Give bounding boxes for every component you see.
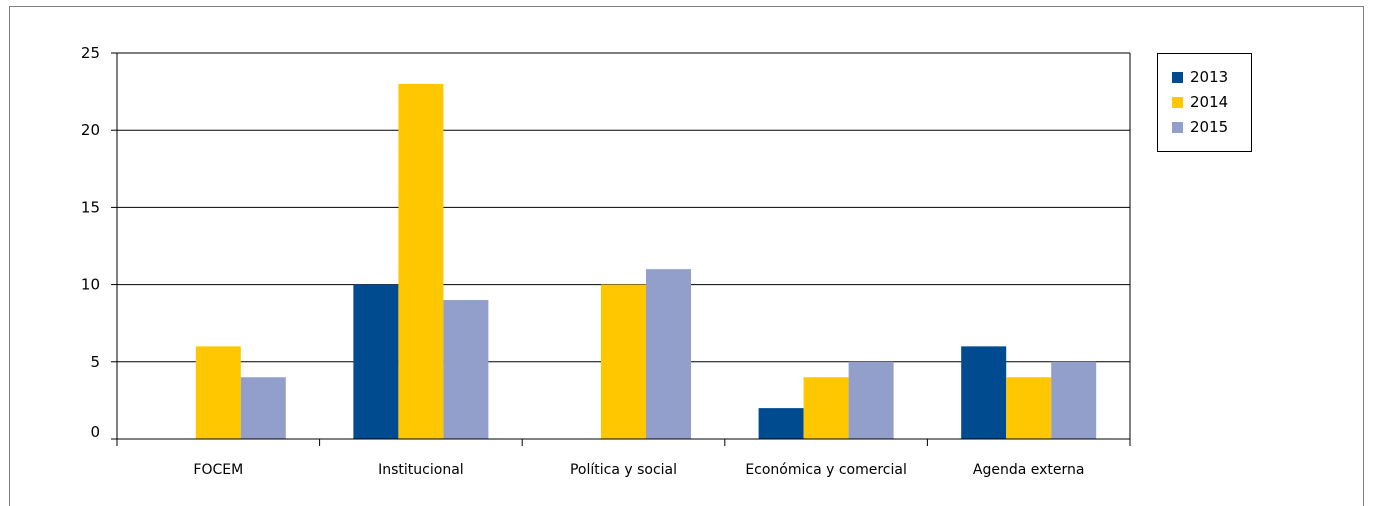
bar-2014-2 xyxy=(601,284,646,439)
x-tick-label: Agenda externa xyxy=(973,462,1085,478)
bar-2015-0 xyxy=(240,377,286,439)
y-tick-label: 20 xyxy=(81,121,100,139)
bar-2014-1 xyxy=(398,83,444,439)
legend-label-2014: 2014 xyxy=(1190,93,1229,111)
bar-2013-1 xyxy=(353,284,399,439)
legend-swatch-2015 xyxy=(1172,121,1183,133)
x-tick-label: Económica y comercial xyxy=(745,462,907,478)
legend-item-2013: 2013 xyxy=(1172,68,1228,86)
bar-2013-4 xyxy=(961,346,1007,439)
bar-2015-1 xyxy=(443,300,489,439)
bar-2015-2 xyxy=(646,269,691,439)
x-tick-label: Institucional xyxy=(378,462,464,478)
legend-swatch-2014 xyxy=(1172,96,1183,108)
axes xyxy=(116,53,1130,440)
x-tick-label: FOCEM xyxy=(193,462,243,478)
x-tick-label: Política y social xyxy=(570,462,677,478)
legend-item-2014: 2014 xyxy=(1172,93,1228,111)
legend-label-2013: 2013 xyxy=(1190,68,1229,86)
bar-2014-3 xyxy=(803,377,849,439)
legend: 2013 2014 2015 xyxy=(1157,53,1252,152)
legend-label-2015: 2015 xyxy=(1190,118,1229,136)
bars xyxy=(195,83,1097,439)
bar-2014-0 xyxy=(195,346,241,439)
legend-swatch-2013 xyxy=(1172,71,1183,83)
legend-item-2015: 2015 xyxy=(1172,118,1228,136)
y-tick-label: 25 xyxy=(81,44,100,62)
bar-2014-4 xyxy=(1006,377,1052,439)
x-tick-labels: FOCEM Institucional Política y social Econó… xyxy=(116,439,1131,478)
y-tick-label: 10 xyxy=(81,276,100,294)
y-tick-labels: 0 5 10 15 20 25 xyxy=(81,44,117,441)
bar-2013-3 xyxy=(758,408,804,439)
y-tick-label: 5 xyxy=(90,353,100,371)
y-tick-label: 15 xyxy=(81,198,100,216)
y-tick-label: 0 xyxy=(90,423,100,441)
bar-2015-3 xyxy=(848,361,894,439)
bar-2015-4 xyxy=(1051,361,1097,439)
